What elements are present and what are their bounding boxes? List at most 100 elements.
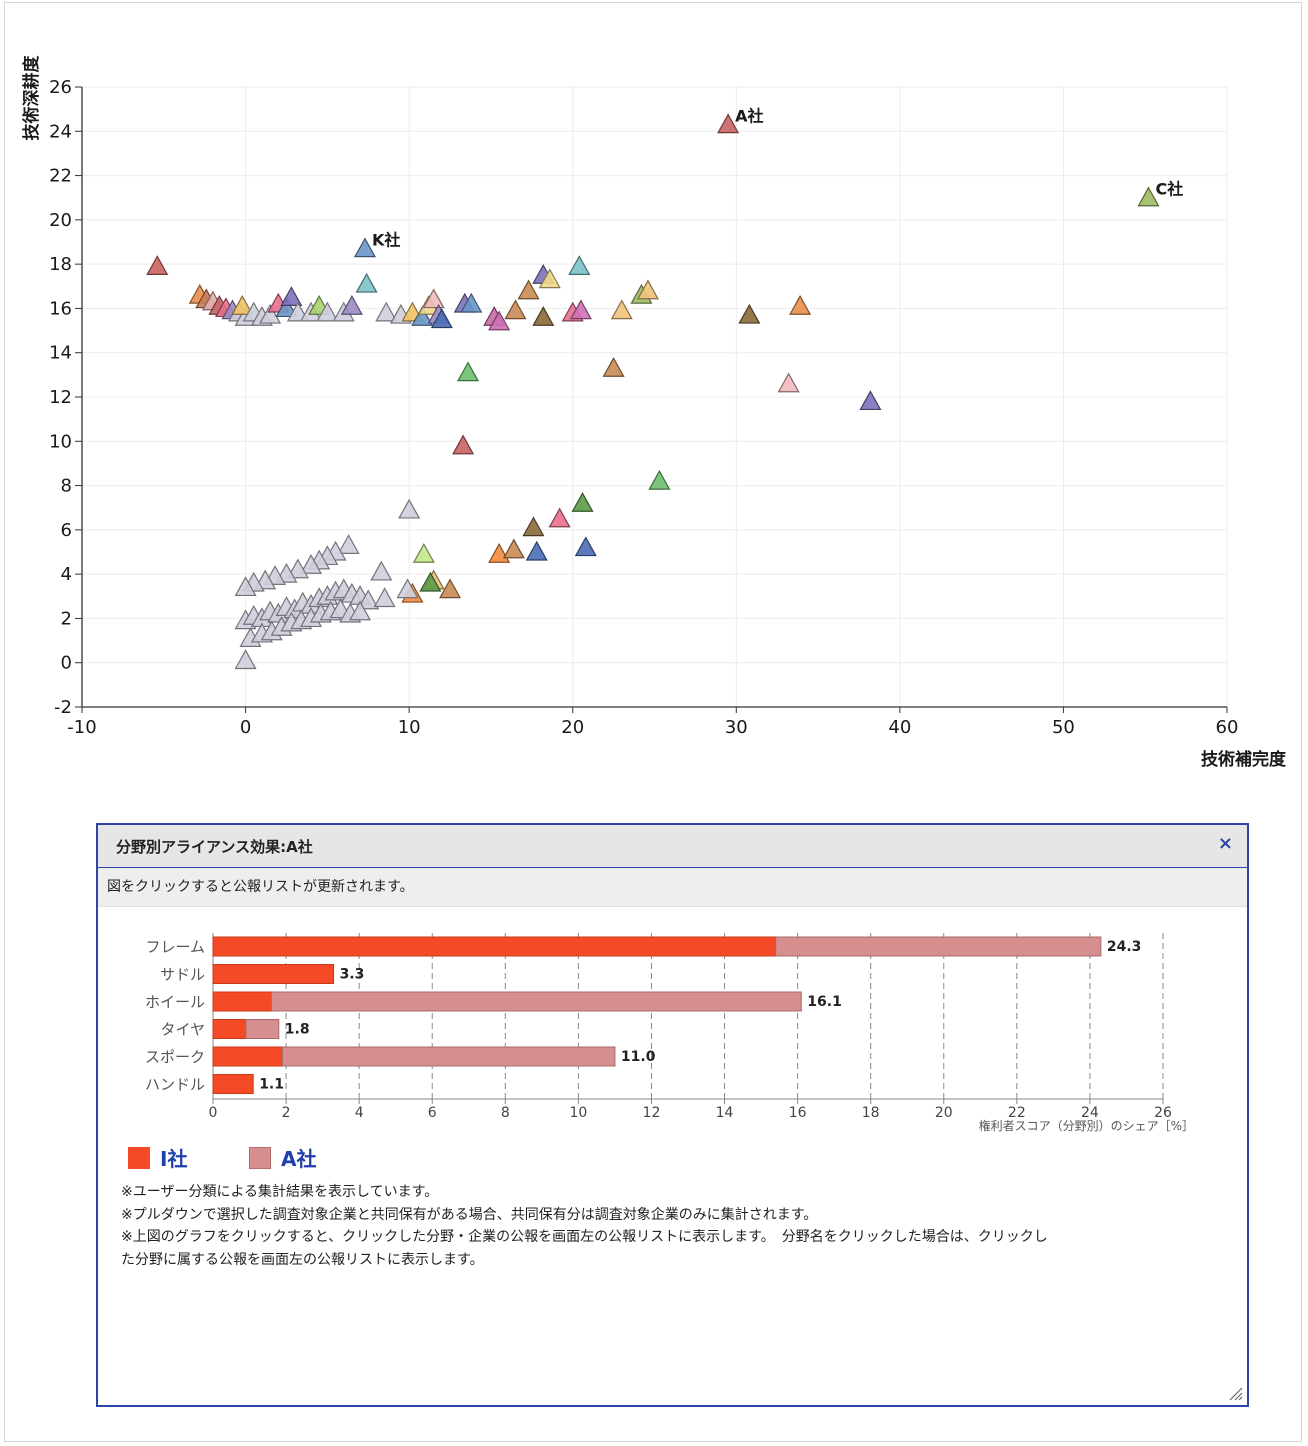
scatter-point[interactable]: [146, 255, 169, 275]
panel-notice: 図をクリックすると公報リストが更新されます。: [98, 868, 1247, 907]
scatter-point[interactable]: [370, 560, 393, 581]
y-tick-label: 4: [61, 564, 72, 585]
scatter-point[interactable]: [636, 279, 659, 300]
bar-chart[interactable]: 0 2 4 6 8 10 12 14 16 18 20 22 24 26 フレームサドルホイールタイヤスポ…: [98, 907, 1247, 1147]
bar-category-label[interactable]: ハンドル: [145, 1076, 205, 1094]
resize-grip-icon[interactable]: [1227, 1385, 1243, 1401]
scatter-point[interactable]: [859, 390, 882, 411]
scatter-point[interactable]: [488, 310, 511, 331]
bar-value-label: 3.3: [340, 967, 365, 983]
scatter-point[interactable]: [349, 600, 372, 621]
scatter-point[interactable]: [789, 294, 812, 315]
scatter-point[interactable]: [280, 286, 303, 306]
scatter-point[interactable]: [375, 301, 398, 322]
scatter-ticks: -10 0 10 20 30 40 50 60-20246810121416182022242…: [49, 77, 1238, 738]
bar-segment-asha[interactable]: [281, 1046, 616, 1067]
scatter-point-labeled[interactable]: [717, 113, 740, 134]
bar-x-tick-label: 24: [1081, 1105, 1099, 1121]
scatter-point[interactable]: [460, 292, 483, 313]
x-tick-label: -10: [67, 717, 96, 738]
scatter-point[interactable]: [396, 578, 419, 599]
scatter-point[interactable]: [504, 299, 527, 320]
scatter-point[interactable]: [357, 589, 380, 610]
y-tick-label: 10: [49, 431, 72, 452]
alliance-effect-panel: 分野別アライアンス効果:A社 × 図をクリックすると公報リストが更新されます。 …: [96, 823, 1249, 1407]
bar-value-label: 24.3: [1107, 939, 1142, 955]
scatter-chart[interactable]: -10 0 10 20 30 40 50 60-20246810121416182022242…: [0, 0, 1308, 790]
scatter-point[interactable]: [574, 536, 597, 557]
scatter-point[interactable]: [234, 649, 257, 670]
y-tick-label: 14: [49, 343, 72, 364]
bar-x-tick-label: 26: [1154, 1105, 1172, 1121]
bar-segment-isha[interactable]: [212, 936, 777, 957]
scatter-point[interactable]: [275, 297, 298, 318]
scatter-point[interactable]: [340, 294, 363, 315]
scatter-point[interactable]: [286, 558, 309, 579]
bar-grid: [285, 933, 1164, 1099]
scatter-point[interactable]: [517, 279, 540, 300]
bar-segment-asha[interactable]: [775, 936, 1102, 957]
bar-segment-isha[interactable]: [212, 1019, 247, 1039]
bar-segment-asha[interactable]: [270, 991, 802, 1012]
scatter-point[interactable]: [355, 272, 378, 293]
scatter-point[interactable]: [502, 538, 525, 559]
bar-rects[interactable]: [212, 936, 1102, 1094]
bar-x-tick-label: 8: [501, 1105, 510, 1121]
bar-category-label[interactable]: スポーク: [145, 1048, 205, 1066]
scatter-point[interactable]: [610, 299, 633, 320]
scatter-point[interactable]: [259, 303, 282, 324]
scatter-point[interactable]: [411, 306, 434, 326]
scatter-point[interactable]: [569, 299, 592, 320]
scatter-point[interactable]: [422, 288, 445, 309]
scatter-point[interactable]: [522, 516, 545, 537]
scatter-point[interactable]: [777, 372, 800, 393]
bar-segment-isha[interactable]: [212, 991, 272, 1012]
bar-segment-isha[interactable]: [212, 1046, 283, 1067]
bar-x-tick-label: 10: [569, 1105, 587, 1121]
scatter-point[interactable]: [299, 554, 323, 574]
scatter-point[interactable]: [648, 469, 671, 490]
scatter-point[interactable]: [316, 301, 339, 322]
scatter-point[interactable]: [452, 434, 475, 455]
scatter-point[interactable]: [738, 303, 761, 324]
point-label: A社: [735, 107, 763, 126]
scatter-point[interactable]: [538, 268, 561, 289]
bar-x-tick-label: 16: [789, 1105, 807, 1121]
outer-frame: [4, 2, 1302, 1442]
bar-category-label[interactable]: サドル: [160, 966, 205, 984]
close-icon[interactable]: ×: [1217, 833, 1233, 854]
x-tick-label: 40: [888, 717, 911, 738]
scatter-point[interactable]: [337, 534, 360, 554]
bar-segment-isha[interactable]: [212, 964, 335, 984]
bar-category-label[interactable]: ホイール: [145, 993, 205, 1011]
bar-segment-isha[interactable]: [212, 1074, 254, 1094]
scatter-point[interactable]: [398, 498, 421, 519]
scatter-point[interactable]: [412, 542, 435, 563]
scatter-point[interactable]: [419, 571, 442, 592]
bar-category-label[interactable]: タイヤ: [160, 1021, 205, 1039]
scatter-point[interactable]: [571, 492, 594, 512]
scatter-point[interactable]: [548, 507, 571, 528]
legend-label-isha: I社: [160, 1147, 188, 1171]
bar-segment-asha[interactable]: [245, 1019, 280, 1039]
scatter-point[interactable]: [231, 294, 254, 315]
scatter-point[interactable]: [532, 306, 555, 326]
scatter-point[interactable]: [430, 308, 453, 329]
scatter-point-labeled[interactable]: [1137, 186, 1160, 207]
bar-x-tick-label: 2: [282, 1105, 291, 1121]
scatter-point[interactable]: [373, 587, 396, 608]
scatter-points[interactable]: [146, 113, 1160, 670]
point-label: K社: [372, 231, 400, 250]
bar-category-label[interactable]: フレーム: [145, 938, 205, 956]
bar-x-tick-label: 6: [428, 1105, 437, 1121]
point-label: C社: [1155, 180, 1183, 199]
panel-header: 分野別アライアンス効果:A社 ×: [98, 825, 1247, 868]
scatter-point[interactable]: [568, 255, 591, 275]
scatter-point[interactable]: [525, 540, 548, 561]
scatter-point-labeled[interactable]: [353, 237, 376, 258]
scatter-point[interactable]: [457, 361, 480, 382]
scatter-point[interactable]: [439, 578, 462, 599]
scatter-point[interactable]: [602, 356, 625, 377]
scatter-point[interactable]: [234, 576, 257, 597]
